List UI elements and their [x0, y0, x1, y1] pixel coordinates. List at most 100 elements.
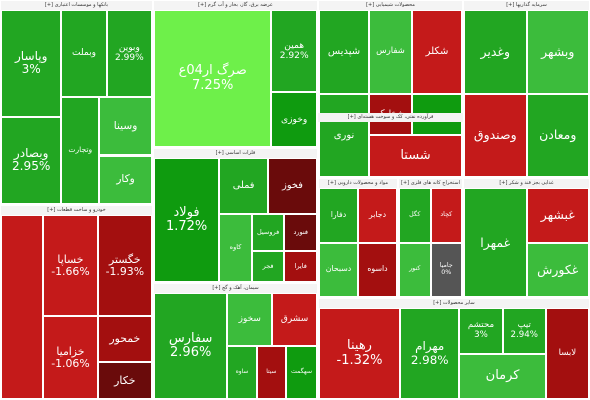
- stock-tile[interactable]: کرمان: [459, 353, 546, 399]
- stock-tile[interactable]: خزامیا -1.06%: [43, 316, 98, 399]
- stock-tile[interactable]: غمهرا: [464, 188, 527, 297]
- sector-auto[interactable]: خودرو و ساخت قطعات [+] خساپا -1.66% خگستر -1…: [0, 205, 153, 400]
- stock-change: 2.98%: [410, 352, 449, 367]
- stock-tile[interactable]: تیپ 2.94%: [502, 308, 546, 354]
- stock-tile[interactable]: وبملت: [61, 10, 107, 98]
- stock-symbol: وبملت: [72, 47, 97, 58]
- stock-tile[interactable]: سشرق: [272, 293, 317, 346]
- sector-cement[interactable]: سیمان، آهک و گچ [+] سفارس 2.96% سخوز سشرق ساو…: [153, 283, 318, 400]
- sector-food[interactable]: غذایی بجز قند و شکر [+] غمهرا غبشهر غکورش: [463, 178, 590, 298]
- stock-tile[interactable]: وخوزی: [271, 92, 317, 147]
- stock-tile[interactable]: شفارس: [369, 10, 412, 94]
- stock-tile[interactable]: شستا: [369, 135, 462, 177]
- stock-tile[interactable]: سیتا: [256, 346, 287, 399]
- stock-tile[interactable]: فجر: [251, 251, 285, 282]
- stock-symbol: وصندوق: [473, 127, 517, 143]
- stock-tile[interactable]: وصندوق: [464, 93, 527, 177]
- sector-misc[interactable]: سایر محصولات [+] رهینا -1.32% مهرام 2.98% محت…: [318, 298, 590, 400]
- stock-tile[interactable]: لابسا: [545, 308, 589, 399]
- stock-tile[interactable]: وبوین 2.99%: [106, 10, 152, 98]
- stock-change: 2.94%: [510, 329, 538, 340]
- stock-tile[interactable]: سخوز: [227, 293, 273, 346]
- stock-symbol: وبوین: [118, 42, 140, 53]
- stock-tile[interactable]: غکورش: [526, 242, 589, 297]
- sector-title[interactable]: بانکها و موسسات اعتباری [+]: [1, 1, 152, 10]
- sector-title[interactable]: سیمان، آهک و گچ [+]: [154, 284, 317, 293]
- stock-tile[interactable]: سفارس 2.96%: [154, 293, 228, 399]
- stock-symbol: کرمان: [485, 368, 520, 384]
- stock-tile[interactable]: دسبحان: [319, 242, 358, 297]
- stock-tile[interactable]: فایرا: [284, 251, 317, 282]
- stock-symbol: صرگ ار04ع: [178, 63, 247, 79]
- sector-title[interactable]: خودرو و ساخت قطعات [+]: [1, 206, 152, 215]
- stock-change: 2.99%: [114, 52, 144, 63]
- stock-tile[interactable]: سهگمت: [286, 346, 317, 399]
- stock-tile[interactable]: وغدیر: [464, 10, 527, 94]
- sector-title[interactable]: عرضه برق، گاز، بخار و آب گرم [+]: [154, 1, 317, 10]
- stock-tile[interactable]: وبشهر: [526, 10, 589, 94]
- stock-symbol: فایرا: [294, 261, 307, 270]
- stock-tile[interactable]: صرگ ار04ع 7.25%: [154, 10, 272, 147]
- stock-symbol: خمحور: [109, 332, 141, 346]
- sector-title[interactable]: سایر محصولات [+]: [319, 299, 589, 308]
- stock-symbol: سفارس: [168, 330, 213, 346]
- stock-tile[interactable]: وتجارت: [61, 97, 100, 204]
- stock-tile[interactable]: فروسیل: [251, 213, 285, 251]
- stock-tile[interactable]: شپدیس: [319, 10, 370, 94]
- stock-change: 2.96%: [170, 345, 212, 360]
- stock-tile[interactable]: نوری: [319, 93, 370, 177]
- stock-tile[interactable]: فنورد: [284, 213, 317, 251]
- sector-title[interactable]: غذایی بجز قند و شکر [+]: [464, 179, 589, 188]
- stock-tile[interactable]: کنور: [399, 242, 431, 297]
- stock-tile[interactable]: خگستر -1.93%: [97, 215, 152, 317]
- stock-tile[interactable]: خکار: [97, 362, 152, 399]
- sector-title-refinery[interactable]: فرآورده نفتی، کک و سوخت هسته‌ای [+]: [318, 113, 463, 122]
- stock-symbol: خکار: [114, 373, 136, 387]
- stock-change: 0%: [441, 268, 452, 276]
- stock-tile[interactable]: کگل: [399, 188, 431, 243]
- stock-symbol: فملی: [232, 179, 255, 191]
- stock-tile[interactable]: کاوه: [219, 213, 252, 282]
- stock-tile[interactable]: غبشهر: [526, 188, 589, 243]
- stock-tile[interactable]: فولاد 1.72%: [154, 158, 220, 282]
- stock-tile[interactable]: داسوه: [358, 242, 397, 297]
- stock-tile[interactable]: فخوز: [268, 158, 317, 214]
- stock-symbol: رهینا: [347, 338, 372, 354]
- sector-title[interactable]: محصولات شیمیایی [+]: [319, 1, 462, 10]
- sector-investments[interactable]: سرمایه گذاریها [+] وغدیر وبشهر وصندوق ومعادن: [463, 0, 590, 178]
- stock-tile[interactable]: وسینا: [99, 97, 152, 156]
- stock-tile[interactable]: وکار: [99, 155, 152, 204]
- stock-symbol: خساپا: [57, 252, 84, 266]
- stock-change: 2.92%: [279, 51, 309, 62]
- stock-tile[interactable]: وبصادر 2.95%: [1, 116, 62, 204]
- stock-tile[interactable]: کچاد: [430, 188, 462, 243]
- sector-title[interactable]: مواد و محصولات دارویی [+]: [319, 179, 397, 188]
- stock-tile[interactable]: فملی: [219, 158, 269, 214]
- stock-tile[interactable]: شکلر: [411, 10, 462, 94]
- stock-tile[interactable]: وپاسار 3%: [1, 10, 62, 117]
- sector-mining[interactable]: استخراج کانه های فلزی [+] کگل کچاد کنور جامی…: [398, 178, 463, 298]
- sector-title[interactable]: سرمایه گذاریها [+]: [464, 1, 589, 10]
- sector-basemetals[interactable]: فلزات اساسی [+] فولاد 1.72% فملی فخوز کاوه فرو…: [153, 148, 318, 283]
- stock-tile[interactable]: خمحور: [97, 316, 152, 363]
- sector-title[interactable]: استخراج کانه های فلزی [+]: [399, 179, 462, 188]
- stock-tile[interactable]: ومعادن: [526, 93, 589, 177]
- stock-tile[interactable]: رهینا -1.32%: [319, 308, 400, 399]
- sector-electric[interactable]: عرضه برق، گاز، بخار و آب گرم [+] صرگ ار04…: [153, 0, 318, 148]
- stock-change: -1.66%: [51, 264, 90, 278]
- stock-symbol: وکار: [116, 172, 135, 185]
- sector-chem[interactable]: محصولات شیمیایی [+]شپدیسشفارسشکلرنوریشخا…: [318, 0, 463, 178]
- stock-tile[interactable]: همین 2.92%: [271, 10, 317, 93]
- stock-tile[interactable]: خساپا -1.66%: [43, 215, 98, 317]
- stock-tile[interactable]: محتشم 3%: [459, 308, 503, 354]
- sector-banks[interactable]: بانکها و موسسات اعتباری [+] وبصادر 2.95% وپ…: [0, 0, 153, 205]
- stock-tile[interactable]: [1, 215, 44, 399]
- stock-tile[interactable]: دفارا: [319, 188, 358, 243]
- stock-tile[interactable]: مهرام 2.98%: [400, 308, 460, 399]
- stock-tile[interactable]: ساوه: [227, 346, 257, 399]
- stock-tile[interactable]: دجابر: [358, 188, 397, 243]
- sector-title[interactable]: فلزات اساسی [+]: [154, 149, 317, 158]
- sector-pharma[interactable]: مواد و محصولات دارویی [+] دفارا دجابر دسبحا…: [318, 178, 398, 298]
- stock-tile[interactable]: جامیا 0%: [430, 242, 462, 297]
